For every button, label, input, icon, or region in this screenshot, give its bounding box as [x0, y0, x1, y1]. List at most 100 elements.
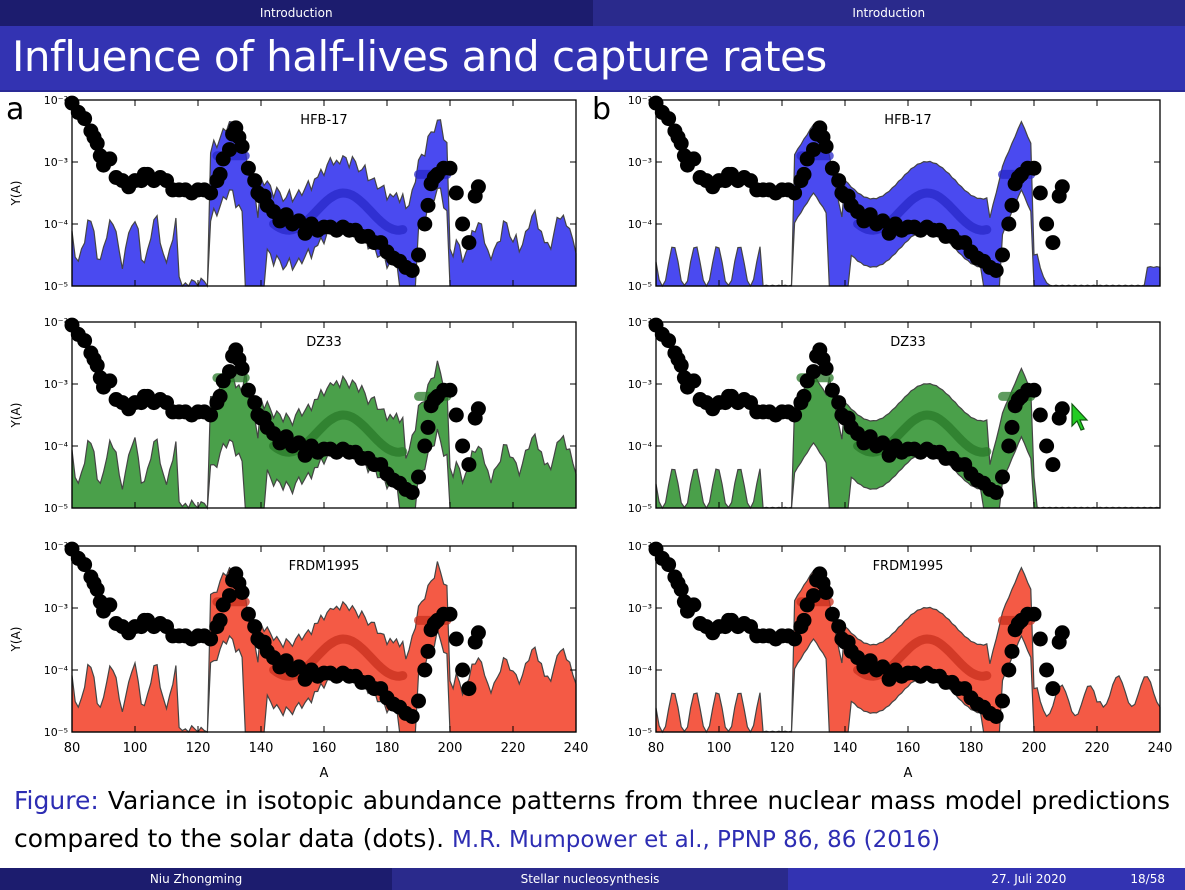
solar-abundance-dot: [291, 213, 307, 229]
solar-abundance-dot: [1032, 631, 1048, 647]
solar-abundance-dot: [686, 597, 702, 613]
y-axis-label: Y(A): [9, 403, 23, 429]
y-tick-label: 10⁻²: [44, 94, 68, 107]
solar-abundance-dot: [461, 457, 477, 473]
solar-abundance-dot: [212, 612, 228, 628]
nav-section-right[interactable]: Introduction: [592, 0, 1185, 26]
y-tick-label: 10⁻³: [628, 156, 652, 169]
y-tick-label: 10⁻³: [628, 602, 652, 615]
y-tick-label: 10⁻²: [628, 94, 652, 107]
solar-abundance-dot: [89, 581, 105, 597]
solar-abundance-dot: [247, 395, 263, 411]
solar-abundance-dot: [102, 373, 118, 389]
solar-abundance-dot: [988, 709, 1004, 724]
solar-abundance-dot: [212, 166, 228, 182]
solar-abundance-dot: [404, 485, 420, 500]
footer-date: 27. Juli 2020: [991, 872, 1067, 886]
solar-abundance-dot: [1054, 401, 1070, 417]
slide-title-bar: Influence of half-lives and capture rate…: [0, 26, 1185, 92]
solar-abundance-dot: [818, 139, 834, 154]
solar-abundance-dot: [455, 438, 471, 454]
chart-panel-b-frdm1995: FRDM1995 10⁻² 10⁻³ 10⁻⁴ 10⁻⁵ 80 100 120 140 160 18…: [628, 540, 1173, 781]
footer-author: Niu Zhongming: [0, 868, 392, 890]
y-tick-label: 10⁻⁵: [44, 502, 68, 515]
y-axis-label: Y(A): [9, 181, 23, 207]
caption-label: Figure:: [14, 786, 99, 815]
solar-abundance-dot: [787, 407, 803, 423]
x-axis-label: A: [904, 766, 913, 781]
solar-abundance-dot: [411, 693, 426, 709]
solar-abundance-dot: [404, 709, 420, 724]
solar-abundance-dot: [1004, 643, 1020, 659]
solar-abundance-dot: [988, 263, 1004, 278]
solar-abundance-dot: [673, 581, 689, 597]
caption-reference[interactable]: M.R. Mumpower et al., PPNP 86, 86 (2016): [452, 827, 941, 853]
y-tick-label: 10⁻³: [44, 602, 68, 615]
solar-abundance-dot: [102, 151, 118, 167]
solar-abundance-dot: [77, 333, 93, 349]
y-axis-label: Y(A): [9, 627, 23, 653]
solar-abundance-dot: [291, 659, 307, 675]
solar-abundance-dot: [411, 469, 426, 485]
solar-abundance-dot: [448, 185, 464, 201]
solar-abundance-dot: [995, 693, 1010, 709]
solar-abundance-dot: [240, 606, 256, 622]
solar-abundance-dot: [417, 662, 433, 678]
solar-abundance-dot: [831, 395, 847, 411]
x-tick-label: 240: [564, 741, 589, 756]
model-label: DZ33: [306, 335, 341, 350]
x-tick-label: 220: [501, 741, 526, 756]
solar-abundance-dot: [824, 382, 840, 398]
x-tick-label: 140: [249, 741, 274, 756]
y-tick-label: 10⁻⁴: [628, 218, 653, 231]
solar-abundance-dot: [234, 585, 250, 600]
solar-abundance-dot: [1001, 662, 1017, 678]
y-tick-label: 10⁻⁴: [628, 440, 653, 453]
solar-abundance-dot: [831, 173, 847, 189]
solar-abundance-dot: [1039, 216, 1055, 232]
slide-footer: Niu Zhongming Stellar nucleosynthesis 27…: [0, 868, 1185, 890]
solar-abundance-dot: [234, 361, 250, 376]
solar-abundance-dot: [247, 173, 263, 189]
solar-abundance-dot: [875, 213, 891, 229]
slide-title: Influence of half-lives and capture rate…: [12, 32, 827, 81]
x-tick-label: 240: [1148, 741, 1173, 756]
solar-abundance-dot: [455, 216, 471, 232]
nav-section-left[interactable]: Introduction: [0, 0, 593, 26]
solar-abundance-dot: [1039, 662, 1055, 678]
solar-abundance-dot: [824, 606, 840, 622]
solar-abundance-dot: [818, 585, 834, 600]
x-axis-label: A: [320, 766, 329, 781]
solar-abundance-dot: [806, 364, 821, 380]
solar-abundance-dot: [1039, 438, 1055, 454]
x-tick-label: 140: [833, 741, 858, 756]
solar-abundance-dot: [470, 179, 486, 195]
model-label: FRDM1995: [289, 559, 360, 574]
x-tick-label: 200: [1022, 741, 1047, 756]
x-tick-label: 80: [64, 741, 81, 756]
x-tick-label: 180: [959, 741, 984, 756]
x-tick-label: 120: [770, 741, 795, 756]
chart-panel-b-dz33: DZ33 10⁻² 10⁻³ 10⁻⁴ 10⁻⁵: [628, 316, 1161, 515]
caption-text: Variance in isotopic abundance patterns …: [14, 786, 1170, 853]
x-tick-label: 160: [312, 741, 337, 756]
solar-abundance-dot: [448, 407, 464, 423]
solar-abundance-dot: [796, 612, 812, 628]
solar-abundance-dot: [77, 557, 93, 573]
y-tick-label: 10⁻⁴: [44, 218, 69, 231]
y-tick-label: 10⁻⁵: [44, 726, 68, 739]
solar-abundance-dot: [806, 142, 821, 158]
solar-abundance-dot: [1001, 438, 1017, 454]
solar-abundance-dot: [686, 151, 702, 167]
solar-abundance-dot: [1004, 197, 1020, 213]
solar-abundance-dot: [461, 235, 477, 251]
solar-abundance-dot: [470, 401, 486, 417]
model-label: FRDM1995: [873, 559, 944, 574]
x-tick-label: 220: [1085, 741, 1110, 756]
solar-abundance-dot: [222, 364, 237, 380]
solar-abundance-dot: [661, 333, 677, 349]
solar-abundance-dot: [77, 111, 93, 127]
solar-abundance-dot: [995, 247, 1010, 263]
y-tick-label: 10⁻²: [628, 316, 652, 329]
solar-abundance-dot: [995, 469, 1010, 485]
